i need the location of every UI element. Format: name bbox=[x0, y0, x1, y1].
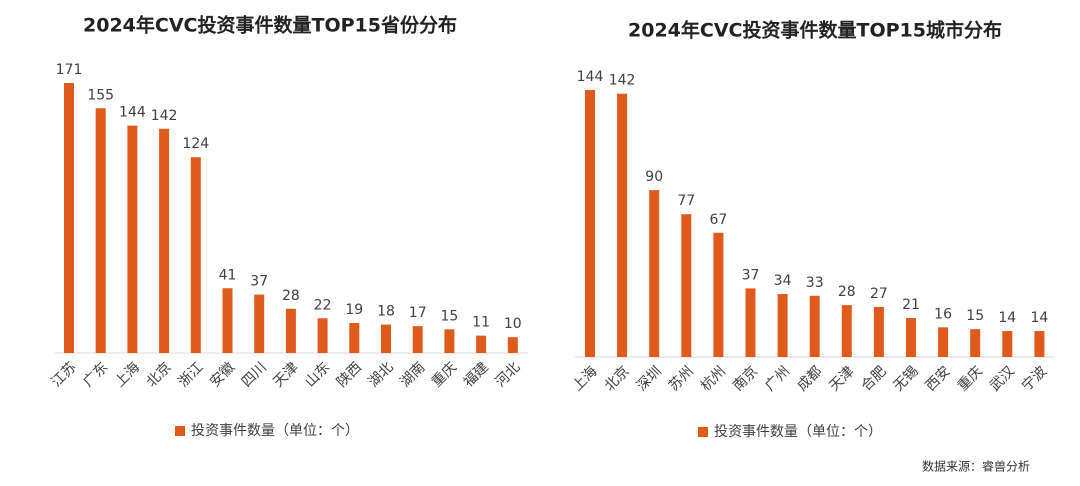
x-tick-label: 四川 bbox=[239, 359, 270, 390]
bar bbox=[681, 214, 692, 357]
x-tick-label: 湖北 bbox=[366, 359, 397, 390]
bar bbox=[159, 128, 170, 353]
x-tick-label: 武汉 bbox=[987, 363, 1018, 394]
bar bbox=[906, 318, 916, 357]
bar bbox=[809, 295, 820, 357]
data-label: 34 bbox=[774, 273, 792, 289]
data-label: 14 bbox=[1030, 310, 1048, 326]
data-label: 18 bbox=[377, 304, 395, 320]
bar bbox=[649, 190, 660, 357]
x-tick-label: 河北 bbox=[492, 359, 523, 390]
data-label: 22 bbox=[314, 297, 332, 313]
data-label: 28 bbox=[838, 284, 856, 300]
bar bbox=[1002, 331, 1013, 357]
data-label: 155 bbox=[87, 87, 114, 103]
data-label: 19 bbox=[345, 302, 363, 318]
data-label: 17 bbox=[409, 305, 427, 321]
x-tick-label: 深圳 bbox=[634, 363, 665, 394]
x-tick-label: 福建 bbox=[461, 359, 492, 390]
x-tick-label: 宁波 bbox=[1018, 363, 1050, 395]
data-label: 10 bbox=[504, 316, 522, 332]
x-tick-label: 安徽 bbox=[207, 359, 238, 390]
bar bbox=[127, 125, 138, 353]
x-tick-label: 广东 bbox=[80, 359, 111, 390]
x-tick-label: 上海 bbox=[112, 359, 143, 390]
data-label: 41 bbox=[219, 267, 237, 283]
data-label: 124 bbox=[182, 136, 209, 152]
bar bbox=[381, 324, 391, 353]
data-label: 15 bbox=[440, 308, 458, 324]
data-label: 21 bbox=[902, 297, 920, 313]
data-label: 77 bbox=[677, 193, 695, 209]
data-label: 37 bbox=[250, 274, 268, 290]
data-label: 33 bbox=[806, 275, 824, 291]
x-tick-label: 合肥 bbox=[858, 363, 889, 394]
legend-label: 投资事件数量（单位：个） bbox=[714, 424, 882, 440]
bar bbox=[938, 327, 949, 357]
bar bbox=[254, 294, 265, 353]
bar bbox=[222, 288, 233, 353]
x-tick-label: 天津 bbox=[270, 359, 301, 390]
bar bbox=[1034, 331, 1045, 357]
x-tick-label: 无锡 bbox=[891, 363, 922, 394]
x-tick-label: 上海 bbox=[570, 363, 601, 394]
chart-title: 2024年CVC投资事件数量TOP15省份分布 bbox=[83, 14, 457, 37]
data-label: 15 bbox=[966, 308, 984, 324]
data-label: 11 bbox=[472, 315, 490, 331]
data-label: 67 bbox=[709, 212, 727, 228]
data-label: 142 bbox=[609, 73, 636, 89]
bar bbox=[476, 335, 487, 353]
bar bbox=[585, 90, 595, 357]
x-tick-label: 湖南 bbox=[397, 359, 428, 390]
x-tick-label: 西安 bbox=[923, 363, 954, 394]
bar bbox=[777, 293, 788, 357]
bar bbox=[317, 318, 328, 353]
legend-label: 投资事件数量（单位：个） bbox=[191, 423, 359, 439]
bar bbox=[713, 232, 724, 357]
bar bbox=[444, 329, 455, 353]
chart-title: 2024年CVC投资事件数量TOP15城市分布 bbox=[628, 19, 1002, 42]
x-tick-label: 成都 bbox=[794, 363, 825, 394]
bar bbox=[970, 329, 981, 357]
data-label: 144 bbox=[119, 105, 146, 121]
data-label: 14 bbox=[998, 310, 1016, 326]
bar bbox=[349, 323, 360, 353]
bar bbox=[190, 157, 201, 353]
x-tick-label: 重庆 bbox=[955, 363, 986, 394]
legend-swatch bbox=[698, 427, 708, 437]
bar bbox=[617, 93, 628, 357]
x-tick-label: 杭州 bbox=[698, 363, 729, 394]
x-tick-label: 山东 bbox=[302, 359, 333, 390]
x-tick-label: 北京 bbox=[144, 359, 175, 390]
bar bbox=[64, 83, 74, 353]
bar bbox=[412, 326, 423, 353]
bar bbox=[873, 306, 884, 357]
bar bbox=[507, 337, 518, 353]
x-tick-label: 江苏 bbox=[49, 359, 80, 390]
data-label: 142 bbox=[151, 108, 178, 124]
x-tick-label: 苏州 bbox=[666, 363, 697, 394]
x-tick-label: 天津 bbox=[826, 363, 857, 394]
x-tick-label: 北京 bbox=[602, 363, 633, 394]
data-label: 171 bbox=[56, 62, 83, 78]
x-tick-label: 重庆 bbox=[429, 359, 460, 390]
bar bbox=[841, 305, 852, 357]
data-label: 37 bbox=[742, 267, 760, 283]
source-note: 数据来源：睿兽分析 bbox=[922, 459, 1030, 474]
x-tick-label: 浙江 bbox=[175, 359, 206, 390]
legend-swatch bbox=[175, 426, 185, 436]
data-label: 144 bbox=[577, 69, 604, 85]
data-label: 16 bbox=[934, 306, 952, 322]
x-tick-label: 南京 bbox=[730, 363, 761, 394]
x-tick-label: 陕西 bbox=[334, 359, 365, 390]
data-label: 27 bbox=[870, 286, 888, 302]
data-label: 28 bbox=[282, 288, 300, 304]
bar bbox=[745, 288, 756, 357]
data-label: 90 bbox=[645, 169, 663, 185]
x-tick-label: 广州 bbox=[762, 363, 793, 394]
bar bbox=[285, 308, 296, 353]
bar bbox=[95, 108, 106, 354]
